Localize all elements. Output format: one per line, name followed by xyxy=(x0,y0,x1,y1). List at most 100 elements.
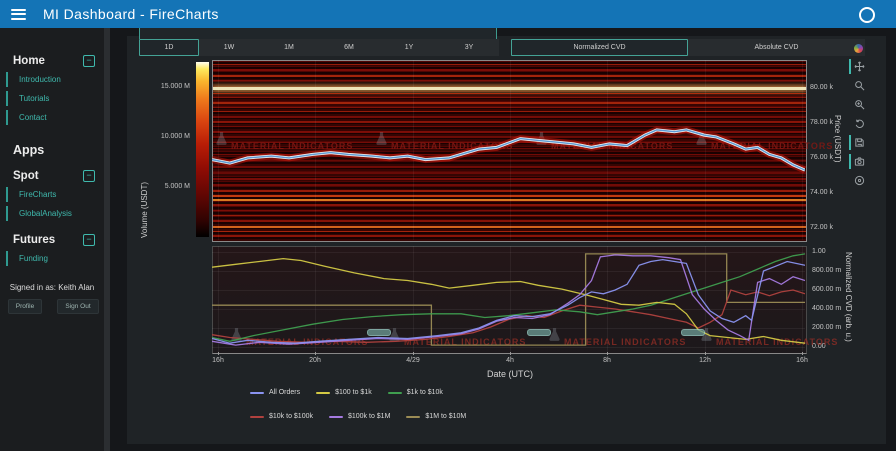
liquidity-row xyxy=(213,220,806,222)
legend-item[interactable]: $1k to $10k xyxy=(387,389,443,396)
gridline-vertical xyxy=(413,246,414,352)
reset-axes-icon[interactable] xyxy=(849,116,867,131)
liquidity-row xyxy=(213,96,806,99)
legend-item[interactable]: $100 to $1k xyxy=(316,389,372,396)
liquidity-row xyxy=(213,75,806,77)
sidebar-item-contact[interactable]: Contact xyxy=(6,110,104,125)
cvd-mode-selector: Normalized CVD Absolute CVD xyxy=(511,39,865,56)
zoom-in-icon[interactable] xyxy=(849,97,867,112)
x-tick-mark xyxy=(315,352,316,355)
gridline-vertical xyxy=(218,60,219,240)
camera-icon[interactable] xyxy=(849,154,867,169)
legend-line-swatch xyxy=(328,415,343,418)
cvd-tick-label: 200.00 m xyxy=(812,324,842,331)
legend-line-swatch xyxy=(387,391,402,394)
legend-label: $1k to $10k xyxy=(406,389,443,396)
x-tick-mark xyxy=(802,352,803,355)
loading-circle-icon[interactable] xyxy=(859,7,875,23)
legend-label: $1M to $10M xyxy=(425,413,467,420)
x-tick-mark xyxy=(413,352,414,355)
gridline-vertical xyxy=(315,246,316,352)
range-button-1d[interactable]: 1D xyxy=(139,39,199,56)
cvd-mode-button[interactable]: Absolute CVD xyxy=(754,44,799,51)
app-title: MI Dashboard - FireCharts xyxy=(43,6,219,22)
sidebar-item-tutorials[interactable]: Tutorials xyxy=(6,91,104,106)
sidebar: Home − Introduction Tutorials Contact Apps Spo… xyxy=(0,28,104,451)
collapse-icon[interactable]: − xyxy=(83,170,95,182)
price-tick-label: 74.00 k xyxy=(810,189,833,196)
sidebar-group-label: Futures xyxy=(13,234,56,246)
legend-item[interactable]: $1M to $10M xyxy=(406,413,466,420)
sign-out-button[interactable]: Sign Out xyxy=(57,299,99,314)
legend-label: $100 to $1k xyxy=(335,389,372,396)
liquidity-row xyxy=(213,235,806,237)
plotly-logo[interactable] xyxy=(849,42,867,55)
x-tick-mark xyxy=(510,352,511,355)
x-tick-label: 8h xyxy=(603,357,611,364)
pan-icon[interactable] xyxy=(849,59,867,74)
cvd-tick-label: 400.00 m xyxy=(812,305,842,312)
cvd-chart-area[interactable] xyxy=(212,246,807,354)
liquidity-row xyxy=(213,198,806,201)
range-button-3y[interactable]: 3Y xyxy=(464,44,474,51)
box-zoom-icon[interactable] xyxy=(849,78,867,93)
hamburger-menu-icon[interactable] xyxy=(11,6,26,22)
x-tick-label: 20h xyxy=(309,357,321,364)
cvd-axis-title: Normalized CVD (arb. u.) xyxy=(844,252,853,342)
range-button-1y[interactable]: 1Y xyxy=(404,44,414,51)
reset-view-icon[interactable] xyxy=(849,173,867,188)
volume-tick-label: 15.000 M xyxy=(160,83,190,90)
liquidity-row xyxy=(213,194,806,197)
x-tick-label: 16h xyxy=(796,357,808,364)
gridline-horizontal xyxy=(212,328,805,329)
save-icon[interactable] xyxy=(849,135,867,150)
sidebar-item-firecharts[interactable]: FireCharts xyxy=(6,187,104,202)
range-button-1w[interactable]: 1W xyxy=(223,44,235,51)
x-tick-label: 4/29 xyxy=(406,357,420,364)
liquidity-row xyxy=(213,184,806,186)
legend-item[interactable]: All Orders xyxy=(250,389,300,396)
gridline-horizontal xyxy=(212,271,805,272)
signed-in-text: Signed in as: Keith Alan xyxy=(9,283,95,292)
marker-pill xyxy=(367,329,391,336)
sidebar-item-funding[interactable]: Funding xyxy=(6,251,104,266)
gridline-vertical xyxy=(413,60,414,240)
profile-button[interactable]: Profile xyxy=(8,299,42,314)
price-tick-label: 78.00 k xyxy=(810,119,833,126)
legend-row: $10k to $100k $100k to $1M $1M to $10M xyxy=(250,413,466,420)
legend-line-swatch xyxy=(406,415,421,418)
collapse-icon[interactable]: − xyxy=(83,55,95,67)
gridline-vertical xyxy=(802,60,803,240)
legend-item[interactable]: $100k to $1M xyxy=(328,413,390,420)
cvd-tick-label: 1.00 xyxy=(812,248,826,255)
legend-line-swatch xyxy=(250,391,264,394)
volume-tick-label: 5.000 M xyxy=(164,183,190,190)
liquidity-row xyxy=(213,110,806,113)
sidebar-heading-apps: Apps xyxy=(13,143,45,157)
liquidity-row xyxy=(213,63,806,66)
sidebar-scrollbar[interactable] xyxy=(104,28,110,451)
range-button-6m[interactable]: 6M xyxy=(344,44,354,51)
cvd-mode-button[interactable]: Normalized CVD xyxy=(511,39,688,56)
sidebar-item-introduction[interactable]: Introduction xyxy=(6,72,104,87)
chart-modebar xyxy=(849,42,867,192)
volume-tick-label: 10.000 M xyxy=(160,133,190,140)
x-tick-label: 4h xyxy=(506,357,514,364)
range-button-1m[interactable]: 1M xyxy=(284,44,294,51)
time-range-selector: 1D 1W 1M 6M 1Y 3Y xyxy=(139,39,499,56)
sidebar-group-futures: Futures − xyxy=(0,234,104,246)
sidebar-group-spot: Spot − xyxy=(0,170,104,182)
cvd-tick-label: 0.00 xyxy=(812,343,826,350)
price-tick-label: 72.00 k xyxy=(810,224,833,231)
liquidity-row xyxy=(213,92,806,95)
sidebar-item-globalanalysis[interactable]: GlobalAnalysis xyxy=(6,206,104,221)
collapse-icon[interactable]: − xyxy=(83,234,95,246)
gridline-vertical xyxy=(607,246,608,352)
gridline-vertical xyxy=(802,246,803,352)
volume-colorbar xyxy=(196,62,209,237)
gridline-horizontal xyxy=(212,347,805,348)
legend-item[interactable]: $10k to $100k xyxy=(250,413,313,420)
gridline-horizontal xyxy=(212,290,805,291)
liquidity-row xyxy=(213,190,806,192)
legend-label: All Orders xyxy=(269,389,301,396)
